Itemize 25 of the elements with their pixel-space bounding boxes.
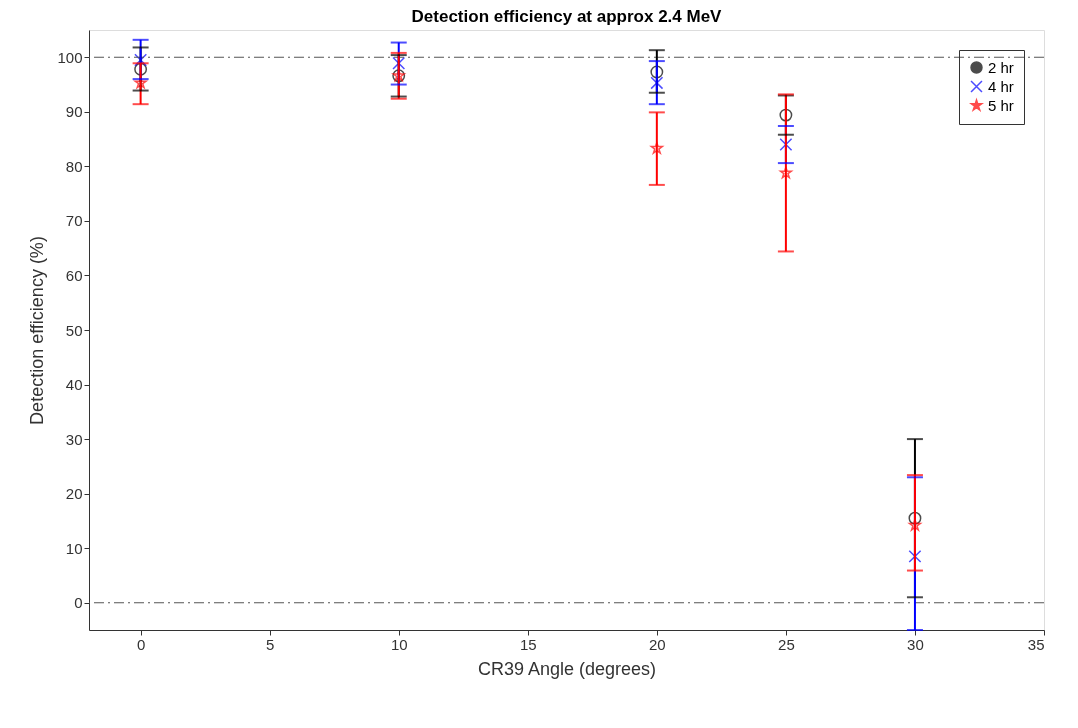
chart-title: Detection efficiency at approx 2.4 MeV (411, 7, 723, 26)
x-tick-label: 25 (778, 635, 795, 653)
x-axis-title: CR39 Angle (degrees) (477, 658, 657, 679)
y-tick-label: 80 (65, 157, 83, 175)
y-tick-label: 60 (65, 266, 83, 284)
x-tick-label: 20 (648, 635, 666, 653)
y-tick-label: 30 (65, 430, 83, 448)
x-tick-label: 10 (390, 635, 408, 653)
y-axis-title: Detection efficiency (%) (27, 236, 48, 425)
x-tick-label: 30 (907, 635, 924, 653)
x-tick-label: 15 (519, 635, 537, 653)
y-tick-label: 20 (65, 485, 83, 503)
x-tick-label: 5 (266, 635, 275, 653)
legend-label: 4 hr (988, 77, 1014, 95)
legend-label: 5 hr (988, 96, 1014, 114)
y-tick-label: 70 (65, 212, 83, 230)
y-tick-label: 50 (65, 321, 83, 339)
y-tick-label: 40 (65, 376, 83, 394)
y-tick-label: 0 (74, 594, 83, 612)
y-tick-label: 90 (65, 103, 83, 121)
x-tick-label: 35 (1027, 635, 1045, 653)
y-tick-label: 100 (57, 48, 83, 66)
x-tick-label: 0 (136, 635, 146, 653)
legend-label: 2 hr (988, 58, 1014, 76)
y-tick-label: 10 (65, 539, 83, 557)
